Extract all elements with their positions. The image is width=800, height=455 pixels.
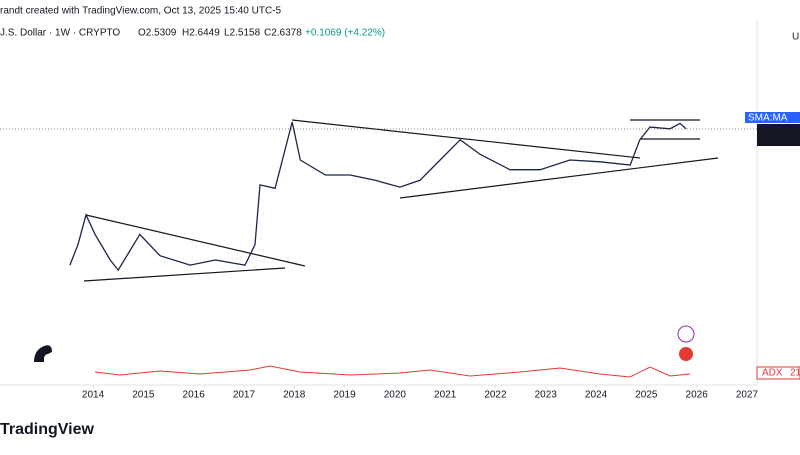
x-tick-label: 2024 (585, 390, 608, 401)
symbol: J.S. Dollar · 1W · CRYPTO (0, 28, 120, 39)
x-tick-label: 2019 (333, 390, 356, 401)
adx-value: 21 (790, 368, 800, 379)
x-tick-label: 2016 (183, 390, 206, 401)
trendlines (83, 119, 719, 282)
x-tick-label: 2027 (736, 390, 759, 401)
x-tick-label: 2017 (233, 390, 256, 401)
high: H2.6449 (182, 28, 220, 39)
low: L2.5158 (224, 28, 261, 39)
x-tick-label: 2022 (484, 390, 507, 401)
adx-label: ADX (762, 368, 783, 379)
close: C2.6378 (264, 28, 302, 39)
x-tick-label: 2018 (283, 390, 306, 401)
x-tick-label: 2020 (384, 390, 407, 401)
change: +0.1069 (+4.22%) (305, 28, 385, 39)
sma-tag (745, 112, 800, 123)
sma-label: SMA:MA (748, 113, 788, 124)
price-line (69, 121, 687, 272)
open: O2.5309 (138, 28, 177, 39)
x-tick-label: 2015 (132, 390, 155, 401)
brand: TradingView (0, 421, 95, 438)
logo-dino (34, 345, 52, 362)
event-icon[interactable] (679, 347, 693, 361)
x-tick-label: 2025 (635, 390, 658, 401)
x-tick-label: 2021 (434, 390, 457, 401)
adx-tag (756, 366, 800, 380)
adx-line (94, 365, 691, 378)
x-tick-label: 2014 (82, 390, 105, 401)
price-tag (757, 124, 800, 146)
x-tick-label: 2023 (535, 390, 558, 401)
event-icon[interactable] (677, 325, 695, 343)
x-tick-label: 2026 (686, 390, 709, 401)
axis-unit: U (792, 32, 799, 43)
attribution: randt created with TradingView.com, Oct … (0, 6, 282, 17)
